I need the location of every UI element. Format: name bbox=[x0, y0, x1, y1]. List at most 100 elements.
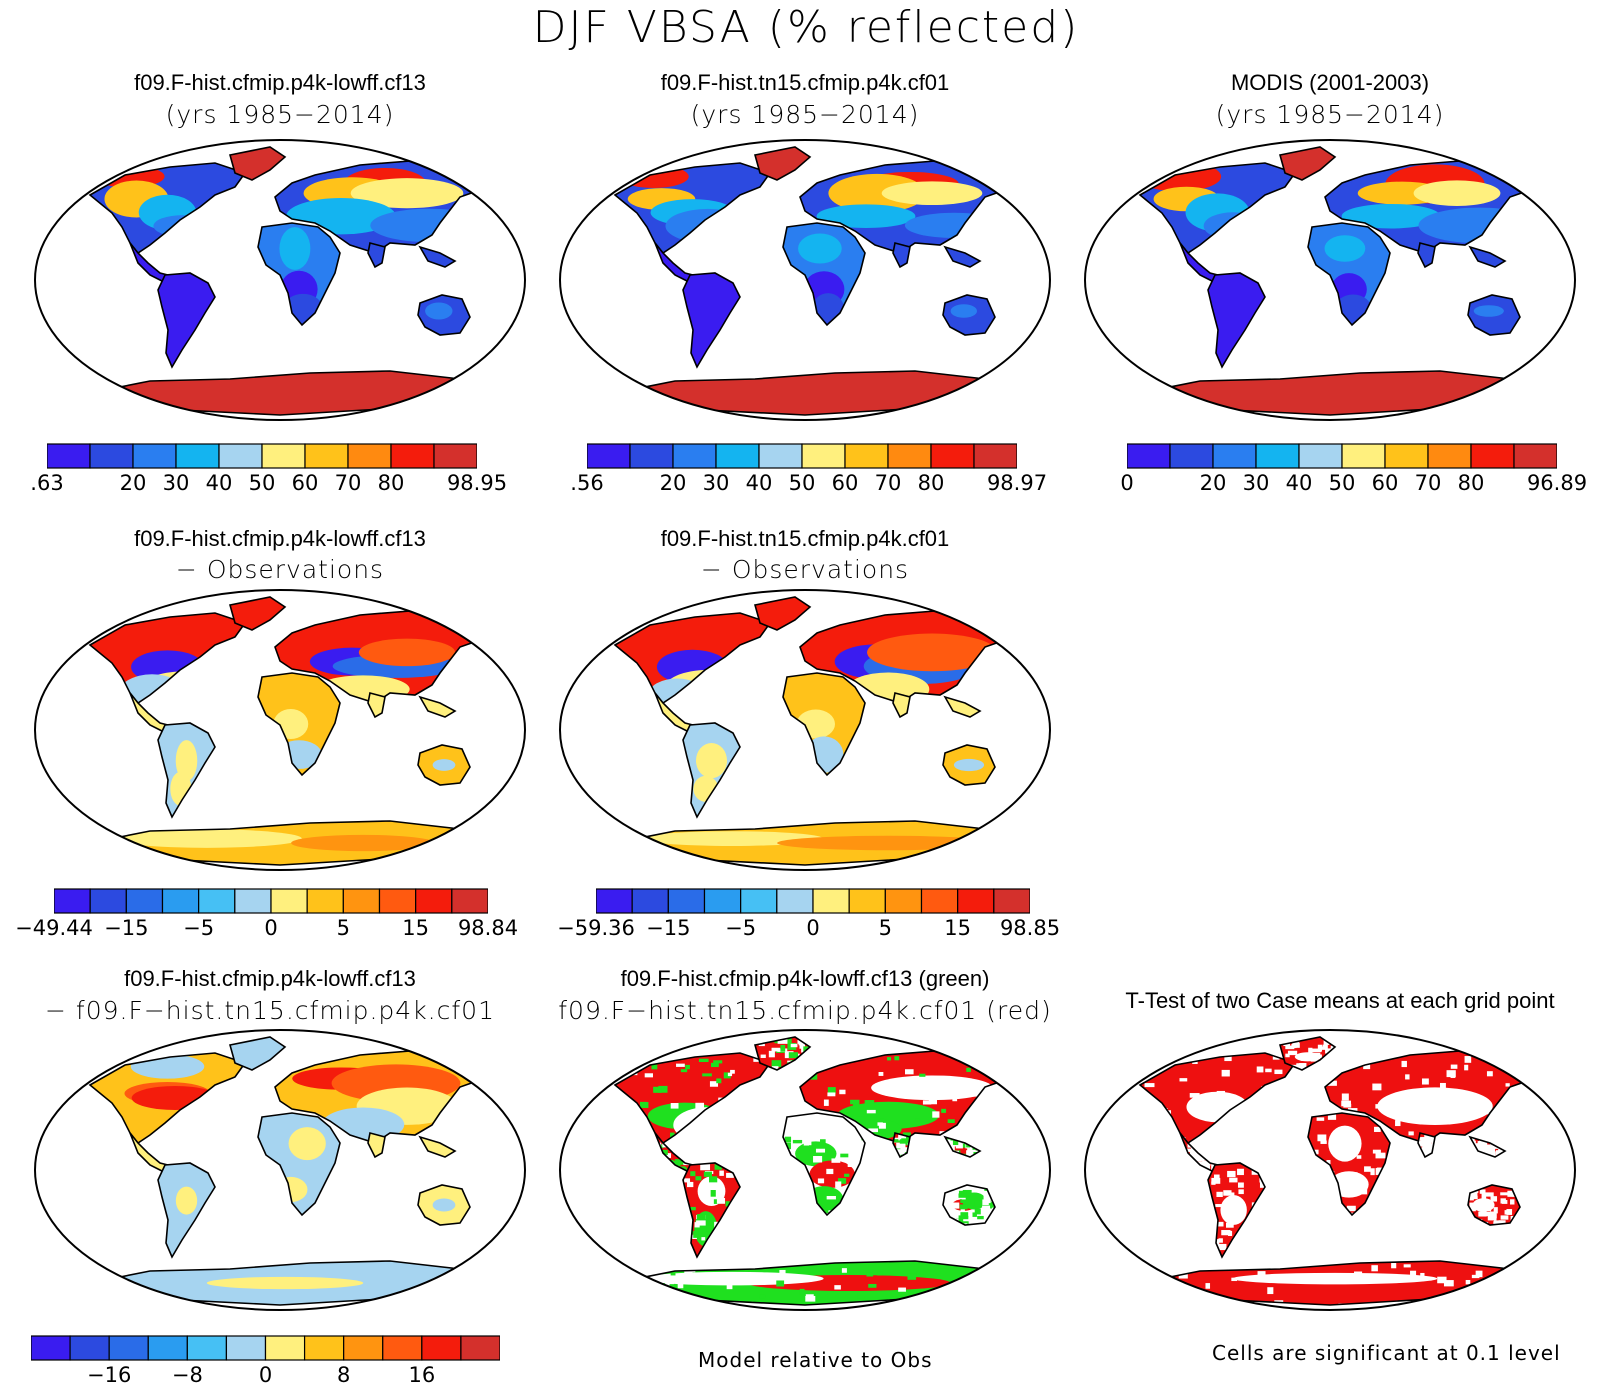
grid-cell bbox=[1388, 1189, 1390, 1196]
grid-cell bbox=[966, 1067, 971, 1072]
grid-cell bbox=[1484, 1148, 1494, 1155]
landmass-grn bbox=[230, 147, 285, 180]
grid-cell bbox=[1254, 1166, 1264, 1171]
field-patch bbox=[1220, 1195, 1247, 1225]
grid-cell bbox=[1013, 1058, 1020, 1065]
grid-cell bbox=[1485, 1054, 1493, 1060]
coastline bbox=[257, 222, 341, 327]
colorbar-swatch bbox=[264, 1335, 306, 1361]
grid-cell bbox=[1195, 1161, 1206, 1167]
field-patch bbox=[816, 204, 916, 229]
grid-cell bbox=[731, 1207, 739, 1212]
field-patch bbox=[358, 638, 456, 667]
grid-cell bbox=[973, 1155, 980, 1157]
colorbar-swatch bbox=[1127, 443, 1171, 469]
coastline bbox=[88, 1052, 247, 1145]
grid-cell bbox=[915, 1118, 920, 1122]
grid-cell bbox=[715, 1232, 723, 1238]
grid-cell bbox=[1336, 1051, 1347, 1059]
grid-cell bbox=[898, 1287, 906, 1292]
grid-cell bbox=[696, 1220, 706, 1226]
grid-cell bbox=[665, 1279, 670, 1286]
grid-cell bbox=[1389, 1177, 1390, 1183]
field-patch bbox=[112, 829, 302, 848]
colorbar-tick-label: 20 bbox=[119, 471, 147, 495]
grid-cell bbox=[1156, 1141, 1167, 1143]
grid-cell bbox=[1356, 1155, 1362, 1159]
grid-cell bbox=[1145, 1130, 1154, 1137]
grid-cell bbox=[1468, 1213, 1474, 1220]
grid-cell bbox=[1490, 1145, 1496, 1152]
grid-cell bbox=[823, 1099, 829, 1106]
grid-cell bbox=[983, 1211, 991, 1218]
grid-cell bbox=[855, 1201, 863, 1207]
grid-cell bbox=[677, 1281, 684, 1289]
grid-cell bbox=[719, 1170, 724, 1176]
grid-cell bbox=[1299, 1063, 1307, 1068]
colorbar-swatch bbox=[89, 888, 127, 914]
grid-cell bbox=[662, 1165, 669, 1171]
grid-cell bbox=[1246, 1235, 1255, 1240]
grid-cell bbox=[1333, 1038, 1335, 1044]
landmass-grn bbox=[230, 597, 285, 630]
coastline bbox=[1324, 160, 1547, 254]
grid-cell bbox=[1304, 1069, 1310, 1070]
grid-cell bbox=[1342, 1178, 1351, 1183]
grid-cell bbox=[615, 1265, 625, 1269]
panel2-title: f09.F-hist.tn15.cfmip.p4k.cf01 bbox=[660, 70, 950, 95]
colorbar-tick-label: 15 bbox=[402, 916, 430, 940]
grid-cell bbox=[1469, 1191, 1478, 1199]
grid-cell bbox=[1421, 1078, 1429, 1085]
grid-cell bbox=[983, 1201, 992, 1209]
grid-cell bbox=[1205, 1283, 1211, 1289]
grid-cell bbox=[799, 1043, 806, 1049]
colorbar-swatch bbox=[433, 443, 477, 469]
grid-cell bbox=[790, 1043, 798, 1048]
grid-cell bbox=[687, 1148, 693, 1154]
panel3-subtitle: (yrs 1985−2014) bbox=[1215, 100, 1445, 129]
colorbar-tick-label: −59.36 bbox=[557, 916, 635, 940]
landmass-grn bbox=[755, 147, 810, 180]
grid-cell bbox=[817, 1178, 825, 1184]
grid-cell bbox=[1405, 1074, 1410, 1080]
colorbar-swatch bbox=[740, 888, 778, 914]
grid-cell bbox=[1203, 1151, 1212, 1155]
grid-cell bbox=[1211, 1177, 1221, 1184]
colorbar-swatch bbox=[672, 443, 717, 469]
grid-cell bbox=[894, 1301, 900, 1305]
colorbar-swatch bbox=[415, 888, 453, 914]
field-patch bbox=[665, 208, 751, 244]
grid-cell bbox=[960, 1208, 965, 1214]
grid-cell bbox=[1427, 1145, 1434, 1152]
field-patch bbox=[798, 233, 842, 264]
grid-cell bbox=[809, 1074, 818, 1080]
field-patch bbox=[288, 1127, 326, 1161]
colorbar-tick-label: 0 bbox=[264, 916, 278, 940]
grid-cell bbox=[877, 1271, 883, 1276]
grid-cell bbox=[803, 1065, 810, 1070]
grid-cell bbox=[1498, 1220, 1506, 1225]
colorbar-swatch bbox=[631, 888, 669, 914]
grid-cell bbox=[1317, 1044, 1322, 1052]
grid-cell bbox=[759, 1294, 766, 1299]
coastline bbox=[1307, 222, 1391, 327]
colorbar-swatch bbox=[303, 1335, 345, 1361]
grid-cell bbox=[1497, 1137, 1504, 1145]
panel2-subtitle: (yrs 1985−2014) bbox=[690, 100, 920, 129]
grid-cell bbox=[1485, 1144, 1491, 1149]
grid-cell bbox=[659, 1144, 665, 1148]
grid-cell bbox=[726, 1282, 733, 1290]
grid-cell bbox=[1515, 1119, 1521, 1125]
colorbar-swatch bbox=[884, 888, 923, 914]
grid-cell bbox=[997, 1059, 1008, 1063]
grid-cell bbox=[1375, 1104, 1381, 1109]
grid-cell bbox=[1499, 1138, 1505, 1143]
colorbar-tick-label: 5 bbox=[878, 916, 893, 940]
grid-cell bbox=[1480, 1145, 1489, 1152]
colorbar-swatch bbox=[587, 443, 631, 469]
map-panel-2 bbox=[559, 139, 1051, 421]
grid-cell bbox=[974, 1142, 980, 1149]
grid-cell bbox=[687, 1206, 696, 1211]
colorbar-swatch bbox=[758, 443, 803, 469]
map-panel-6 bbox=[34, 1029, 526, 1311]
